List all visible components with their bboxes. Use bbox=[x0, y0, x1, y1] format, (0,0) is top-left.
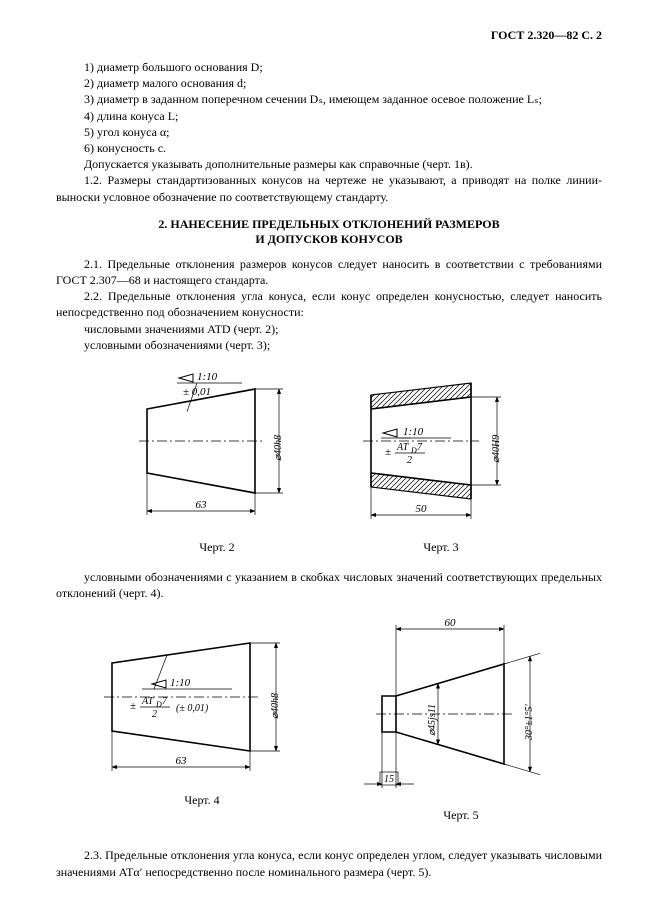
section-title-line2: И ДОПУСКОВ КОНУСОВ bbox=[56, 232, 602, 248]
figure-3: 1:10 ± ATD72 50 ⌀40H9 Черт. 3 bbox=[341, 361, 541, 555]
figure-4-caption: Черт. 4 bbox=[184, 793, 219, 808]
svg-text:63: 63 bbox=[176, 755, 188, 767]
paragraph-2_2a: числовыми значениями ATD (черт. 2); bbox=[56, 321, 602, 337]
svg-text:1:10: 1:10 bbox=[170, 677, 191, 689]
list-item-6: 6) конусность с. bbox=[56, 140, 602, 156]
paragraph-2_2b: условными обозначениями (черт. 3); bbox=[56, 337, 602, 353]
section-title-line1: 2. НАНЕСЕНИЕ ПРЕДЕЛЬНЫХ ОТКЛОНЕНИЙ РАЗМЕ… bbox=[56, 217, 602, 233]
svg-text:30°±1°5′: 30°±1°5′ bbox=[524, 704, 535, 741]
figure-5-svg: 60 ⌀45js11 30°±1°5′ 15 bbox=[346, 609, 576, 804]
list-item-4: 4) длина конуса L; bbox=[56, 108, 602, 124]
svg-text:1:10: 1:10 bbox=[197, 371, 218, 383]
svg-text:D: D bbox=[155, 700, 162, 709]
svg-text:2: 2 bbox=[152, 709, 157, 720]
svg-text:AT: AT bbox=[396, 442, 410, 453]
figure-2-caption: Черт. 2 bbox=[199, 540, 234, 555]
page: ГОСТ 2.320—82 С. 2 1) диаметр большого о… bbox=[0, 0, 646, 908]
figure-3-caption: Черт. 3 bbox=[423, 540, 458, 555]
figure-5: 60 ⌀45js11 30°±1°5′ 15 Черт. 5 bbox=[346, 609, 576, 823]
svg-text:⌀40h8: ⌀40h8 bbox=[273, 435, 284, 461]
list-item-5: 5) угол конуса α; bbox=[56, 124, 602, 140]
list-item-3: 3) диаметр в заданном поперечном сечении… bbox=[56, 91, 602, 107]
svg-text:±: ± bbox=[385, 446, 391, 458]
svg-text:AT: AT bbox=[141, 696, 155, 707]
svg-text:±: ± bbox=[130, 700, 136, 712]
svg-text:1:10: 1:10 bbox=[403, 426, 424, 438]
list-item-1: 1) диаметр большого основания D; bbox=[56, 59, 602, 75]
paragraph-2_3: 2.3. Предельные отклонения угла конуса, … bbox=[56, 847, 602, 879]
svg-text:63: 63 bbox=[196, 499, 208, 511]
svg-text:⌀40H9: ⌀40H9 bbox=[491, 435, 502, 463]
figures-row-1: 1:10 ± 0,01 63 ⌀40h8 Черт. 2 1:10 ± ATD72 50 ⌀4… bbox=[56, 361, 602, 555]
paragraph-note1: Допускается указывать дополнительные раз… bbox=[56, 156, 602, 172]
svg-text:60: 60 bbox=[445, 617, 457, 629]
figure-2-svg: 1:10 ± 0,01 63 ⌀40h8 bbox=[117, 361, 317, 536]
section-title: 2. НАНЕСЕНИЕ ПРЕДЕЛЬНЫХ ОТКЛОНЕНИЙ РАЗМЕ… bbox=[56, 217, 602, 248]
paragraph-2_1: 2.1. Предельные отклонения размеров кону… bbox=[56, 256, 602, 288]
list-item-2: 2) диаметр малого основания d; bbox=[56, 75, 602, 91]
svg-text:50: 50 bbox=[416, 503, 428, 515]
svg-text:D: D bbox=[410, 446, 417, 455]
paragraph-1_2: 1.2. Размеры стандартизованных конусов н… bbox=[56, 172, 602, 204]
svg-text:± 0,01: ± 0,01 bbox=[183, 386, 211, 398]
paragraph-2_2: 2.2. Предельные отклонения угла конуса, … bbox=[56, 288, 602, 320]
figure-4: 1:10 ± ATD72 (± 0,01) 63 ⌀40h8 Черт. 4 bbox=[82, 609, 322, 823]
svg-text:7: 7 bbox=[417, 442, 423, 453]
svg-text:7: 7 bbox=[162, 696, 168, 707]
figure-4-svg: 1:10 ± ATD72 (± 0,01) 63 ⌀40h8 bbox=[82, 609, 322, 789]
svg-text:⌀40h8: ⌀40h8 bbox=[270, 693, 281, 719]
svg-text:2: 2 bbox=[407, 455, 412, 466]
svg-text:15: 15 bbox=[384, 774, 394, 785]
svg-text:(± 0,01): (± 0,01) bbox=[176, 703, 209, 714]
figure-3-svg: 1:10 ± ATD72 50 ⌀40H9 bbox=[341, 361, 541, 536]
svg-text:⌀45js11: ⌀45js11 bbox=[427, 704, 438, 736]
figures-row-2: 1:10 ± ATD72 (± 0,01) 63 ⌀40h8 Черт. 4 60 ⌀45j… bbox=[56, 609, 602, 823]
page-header: ГОСТ 2.320—82 С. 2 bbox=[56, 28, 602, 43]
figure-5-caption: Черт. 5 bbox=[443, 808, 478, 823]
paragraph-2_2c: условными обозначениями с указанием в ск… bbox=[56, 569, 602, 601]
figure-2: 1:10 ± 0,01 63 ⌀40h8 Черт. 2 bbox=[117, 361, 317, 555]
